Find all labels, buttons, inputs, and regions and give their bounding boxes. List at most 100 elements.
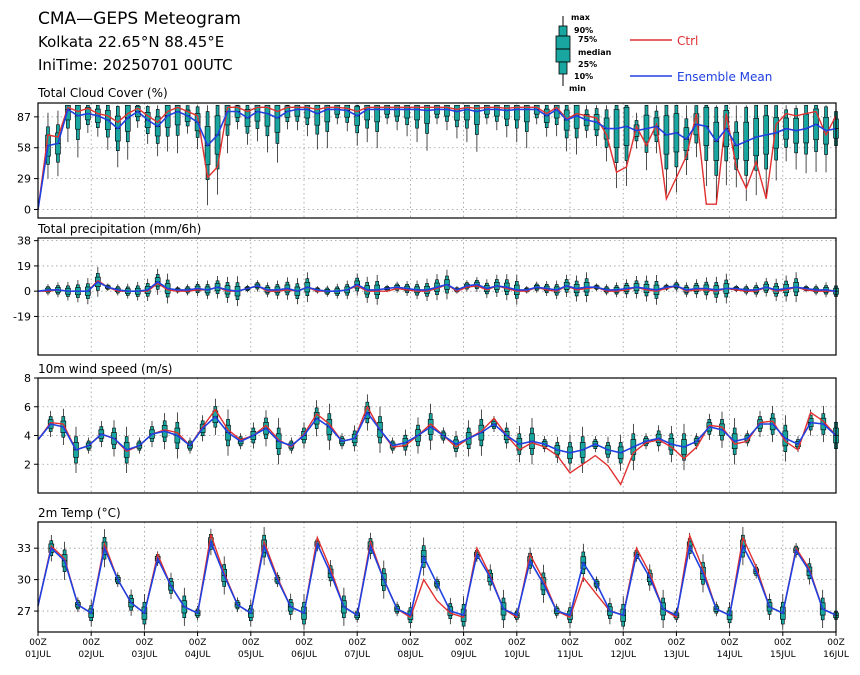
xtick-label-date: 09JUL — [451, 650, 477, 660]
xtick-label-hour: 00Z — [348, 638, 366, 648]
box-body — [224, 105, 231, 126]
ytick-label: -19 — [13, 310, 31, 323]
box-body — [75, 105, 81, 130]
xtick-label-hour: 00Z — [827, 638, 845, 648]
legend-box-upper-tail — [558, 25, 568, 37]
box-body — [523, 105, 530, 123]
box-body — [414, 105, 420, 121]
ytick-label: 38 — [17, 235, 31, 248]
xtick-label-date: 08JUL — [398, 650, 424, 660]
panel-title: 10m wind speed (m/s) — [38, 362, 172, 376]
xtick-label-date: 10JUL — [504, 650, 530, 660]
ytick-label: 0 — [24, 285, 31, 298]
xtick-label-hour: 00Z — [295, 638, 313, 648]
legend-p75: 75% — [578, 35, 597, 44]
xtick-label-hour: 00Z — [774, 638, 792, 648]
panel-3: 2 4 6 8 10m wind speed (m/s) — [24, 362, 839, 494]
xtick-label-hour: 00Z — [82, 638, 100, 648]
ytick-label: 4 — [24, 430, 31, 443]
xtick-label-date: 05JUL — [238, 650, 264, 660]
ytick-label: 0 — [24, 203, 31, 216]
box-body — [464, 105, 470, 121]
panel-frame — [37, 102, 837, 219]
box-body — [424, 105, 430, 124]
panel-frame — [37, 521, 837, 633]
xtick-label-hour: 00Z — [29, 638, 47, 648]
xtick-label-hour: 00Z — [189, 638, 207, 648]
ensemble-mean-series-line — [37, 539, 837, 617]
xtick-label-hour: 00Z — [614, 638, 632, 648]
ytick-label: 19 — [17, 260, 31, 273]
location-label: Kolkata 22.65°N 88.45°E — [38, 33, 224, 51]
box-body — [404, 105, 410, 119]
legend-p25: 25% — [578, 60, 597, 69]
ytick-label: 87 — [17, 111, 31, 124]
init-time-label: IniTime: 20250701 00UTC — [38, 56, 233, 74]
box-body — [304, 105, 311, 119]
xtick-label-date: 07JUL — [344, 650, 370, 660]
xtick-label-hour: 00Z — [455, 638, 473, 648]
ctrl-series-line — [37, 405, 837, 486]
legend-min: min — [569, 84, 586, 93]
xtick-label-date: 16JUL — [823, 650, 849, 660]
xtick-label-hour: 00Z — [668, 638, 686, 648]
box-body — [374, 105, 380, 123]
panel-2: -19 0 19 38 Total precipitation (mm/6h) — [13, 222, 839, 356]
panel-1: 0 29 58 87 Total Cloud Cover (%) — [17, 86, 839, 219]
box-body — [513, 105, 520, 121]
box-body — [394, 105, 400, 117]
xtick-label-date: 01JUL — [25, 650, 51, 660]
xtick-label-date: 11JUL — [557, 650, 583, 660]
ytick-label: 27 — [17, 605, 31, 618]
ytick-label: 8 — [24, 372, 31, 385]
panels: 0 29 58 87 Total Cloud Cover (%) -19 0 19 38 Tota… — [13, 86, 839, 633]
xtick-label-date: 04JUL — [185, 650, 211, 660]
xtick-label-date: 12JUL — [610, 650, 636, 660]
panel-title: Total Cloud Cover (%) — [37, 86, 168, 100]
box-body — [264, 105, 271, 127]
line-legend: Ctrl Ensemble Mean — [630, 34, 772, 84]
box-body — [364, 105, 370, 121]
panel-frame — [37, 377, 837, 494]
xtick-label-hour: 00Z — [402, 638, 420, 648]
box-legend: max 90% 75% median 25% 10% min — [555, 13, 612, 93]
box-body — [474, 105, 480, 125]
xtick-label-date: 13JUL — [664, 650, 690, 660]
legend-p10: 10% — [574, 72, 593, 81]
ytick-label: 30 — [17, 574, 31, 587]
legend-mean-label: Ensemble Mean — [677, 70, 772, 84]
xtick-label-hour: 00Z — [721, 638, 739, 648]
box-body — [454, 105, 460, 121]
panel-4: 27 30 33 2m Temp (°C) — [17, 506, 839, 633]
xtick-label-hour: 00Z — [508, 638, 526, 648]
ytick-label: 29 — [17, 173, 31, 186]
legend-max: max — [571, 13, 591, 22]
legend-box-lower-tail — [558, 61, 568, 75]
xtick-label-date: 02JUL — [78, 650, 104, 660]
panel-title: Total precipitation (mm/6h) — [37, 222, 201, 236]
xtick-label-date: 15JUL — [770, 650, 796, 660]
legend-ctrl-label: Ctrl — [677, 34, 698, 48]
ctrl-series-line — [38, 279, 836, 292]
ensemble-mean-series-line — [37, 108, 837, 210]
panel-title: 2m Temp (°C) — [38, 506, 121, 520]
xtick-label-hour: 00Z — [242, 638, 260, 648]
panel-frame — [37, 237, 837, 356]
box-body — [324, 105, 331, 123]
chart-title: CMA—GEPS Meteogram — [38, 9, 241, 29]
xtick-label-hour: 00Z — [136, 638, 154, 648]
ytick-label: 58 — [17, 142, 31, 155]
legend-median: median — [578, 48, 612, 57]
ytick-label: 6 — [24, 401, 31, 414]
legend-p90: 90% — [574, 26, 593, 35]
xtick-label-date: 03JUL — [132, 650, 158, 660]
box-body — [174, 105, 181, 126]
ensemble-mean-series-line — [37, 410, 837, 454]
xtick-label-date: 14JUL — [717, 650, 743, 660]
xtick-label-date: 06JUL — [291, 650, 317, 660]
ctrl-series-line — [37, 106, 837, 210]
xtick-label-hour: 00Z — [561, 638, 579, 648]
time-axis: 00Z 01JUL 00Z 02JUL 00Z 03JUL 00Z 04JUL 00Z 05JUL… — [25, 632, 849, 660]
box-body — [494, 105, 500, 117]
